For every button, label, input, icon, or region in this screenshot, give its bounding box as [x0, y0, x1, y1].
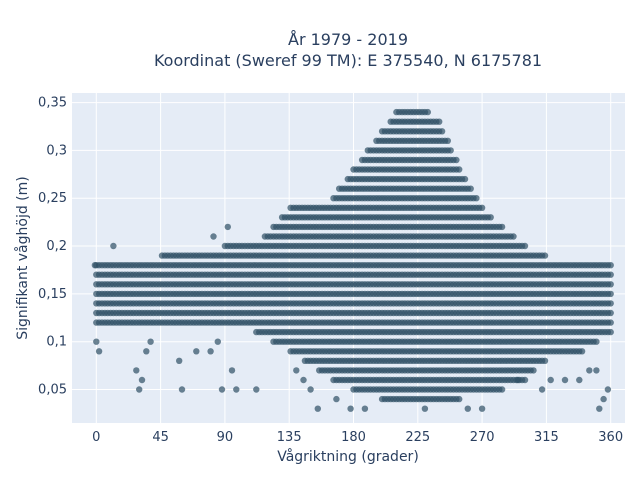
y-axis-title: Signifikant våghöjd (m) — [14, 176, 31, 339]
data-point — [300, 376, 307, 384]
data-point — [436, 118, 443, 125]
x-tick-label: 0 — [92, 430, 100, 445]
y-tick-label: 0,25 — [38, 191, 67, 206]
data-point — [93, 338, 100, 345]
data-point — [541, 357, 549, 364]
data-point — [421, 405, 429, 412]
data-point — [133, 367, 140, 374]
data-point — [607, 319, 614, 326]
data-point — [224, 223, 231, 231]
y-tick-label: 0,3 — [46, 143, 67, 158]
data-point — [138, 376, 146, 384]
data-point — [347, 405, 354, 412]
data-point — [514, 376, 521, 384]
data-point — [333, 395, 340, 403]
data-point — [541, 252, 549, 259]
data-point — [607, 271, 614, 278]
x-tick-label: 135 — [277, 430, 302, 445]
data-point — [461, 175, 469, 183]
data-point — [218, 386, 226, 393]
data-point — [607, 290, 614, 298]
data-point — [95, 348, 103, 355]
data-point — [464, 405, 471, 412]
data-point — [453, 156, 460, 164]
x-tick-label: 45 — [152, 430, 169, 445]
data-point — [444, 137, 451, 144]
data-point — [607, 309, 614, 317]
data-point — [210, 233, 217, 240]
y-tick-label: 0,1 — [46, 335, 67, 350]
data-point — [607, 281, 614, 288]
data-point — [593, 367, 600, 374]
data-point — [600, 395, 607, 403]
data-point — [424, 108, 431, 116]
chart-title-line-1: År 1979 - 2019 — [288, 30, 408, 49]
tick-labels: 0 45 90 135 180 225 270 315 360 0,05 0,1 0,15 0,2 0,2… — [38, 96, 623, 445]
x-tick-label: 360 — [598, 430, 623, 445]
data-point — [176, 357, 183, 364]
data-point — [253, 386, 260, 393]
data-point — [214, 338, 221, 345]
data-point — [578, 348, 586, 355]
x-tick-label: 90 — [217, 430, 234, 445]
data-point — [596, 405, 603, 412]
x-tick-label: 180 — [341, 430, 366, 445]
data-point — [473, 195, 480, 202]
y-tick-label: 0,2 — [46, 239, 67, 254]
data-point — [456, 395, 463, 403]
y-tick-label: 0,35 — [38, 96, 67, 111]
data-point — [593, 338, 600, 345]
scatter-points — [91, 108, 614, 412]
data-point — [561, 376, 569, 384]
data-point — [586, 367, 593, 374]
data-point — [361, 405, 369, 412]
data-point — [438, 128, 446, 135]
data-point — [178, 386, 186, 393]
x-tick-label: 270 — [470, 430, 495, 445]
data-point — [136, 386, 143, 393]
data-point — [467, 185, 474, 192]
data-point — [307, 386, 314, 393]
data-point — [233, 386, 240, 393]
data-point — [143, 348, 150, 355]
data-point — [91, 262, 99, 269]
data-point — [456, 166, 463, 173]
data-point — [498, 223, 506, 231]
data-point — [530, 367, 537, 374]
data-point — [478, 405, 486, 412]
x-tick-label: 225 — [405, 430, 430, 445]
x-tick-label: 315 — [534, 430, 559, 445]
data-point — [478, 204, 486, 211]
data-point — [607, 300, 614, 307]
data-point — [147, 338, 154, 345]
data-point — [538, 386, 546, 393]
data-point — [607, 328, 614, 336]
data-point — [293, 367, 300, 374]
data-point — [521, 242, 529, 250]
data-point — [314, 405, 321, 412]
data-point — [228, 367, 236, 374]
y-tick-label: 0,15 — [38, 287, 67, 302]
data-point — [447, 147, 454, 154]
data-point — [510, 233, 517, 240]
data-point — [110, 242, 117, 250]
data-point — [604, 386, 612, 393]
data-point — [521, 376, 529, 384]
data-point — [498, 386, 506, 393]
data-point — [193, 348, 200, 355]
data-point — [547, 376, 554, 384]
data-point — [607, 262, 614, 269]
x-axis-title: Vågriktning (grader) — [277, 448, 419, 465]
data-point — [207, 348, 214, 355]
chart-title-line-2: Koordinat (Sweref 99 TM): E 375540, N 61… — [154, 51, 542, 70]
data-point — [487, 214, 494, 221]
data-point — [576, 376, 583, 384]
y-tick-label: 0,05 — [38, 383, 67, 398]
